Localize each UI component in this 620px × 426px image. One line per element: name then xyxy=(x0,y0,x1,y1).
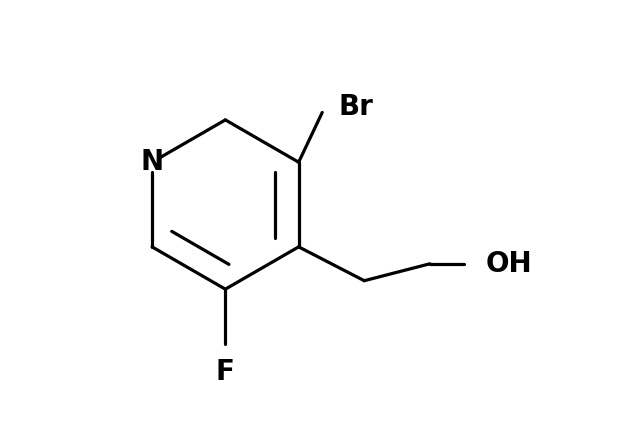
Text: Br: Br xyxy=(339,93,373,121)
Text: OH: OH xyxy=(485,250,533,278)
Text: N: N xyxy=(141,148,164,176)
Text: F: F xyxy=(216,358,235,386)
